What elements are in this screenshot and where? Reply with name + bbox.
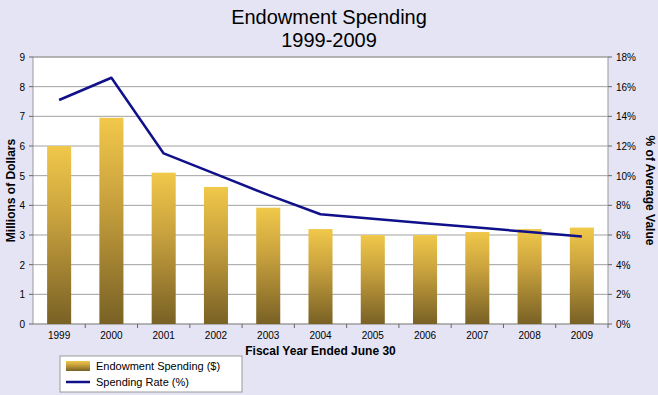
subtitle: 1999-2009 — [281, 29, 377, 51]
bar — [99, 118, 123, 324]
tick — [137, 324, 138, 328]
legend-label: Endowment Spending ($) — [96, 360, 220, 372]
category-label: 1999 — [48, 330, 71, 341]
tick — [29, 324, 33, 325]
plot-area — [33, 57, 608, 324]
bar — [465, 232, 489, 324]
tick — [555, 324, 556, 328]
tick-label: 14% — [616, 111, 636, 122]
tick — [85, 324, 86, 328]
bar — [361, 235, 385, 324]
legend-swatch — [66, 361, 90, 371]
grid-line — [33, 57, 608, 58]
tick — [608, 294, 612, 295]
tick — [608, 57, 612, 58]
grid-line — [33, 116, 608, 117]
category-label: 2005 — [362, 330, 385, 341]
category-label: 2007 — [466, 330, 489, 341]
tick — [608, 205, 612, 206]
tick-label: 8% — [616, 200, 631, 211]
category-label: 2006 — [414, 330, 437, 341]
tick — [608, 324, 609, 328]
legend-box — [60, 356, 242, 392]
bar — [47, 146, 71, 324]
legend-label: Spending Rate (%) — [96, 376, 189, 388]
bar — [570, 228, 594, 324]
category-label: 2003 — [257, 330, 280, 341]
tick-label: 1 — [19, 289, 25, 300]
bar — [518, 229, 542, 324]
category-label: 2009 — [571, 330, 594, 341]
tick-label: 0 — [19, 319, 25, 330]
tick — [294, 324, 295, 328]
tick — [29, 235, 33, 236]
tick-label: 0% — [616, 319, 631, 330]
legend-swatch — [66, 381, 90, 384]
tick — [29, 294, 33, 295]
bar — [256, 208, 280, 324]
tick — [608, 86, 612, 87]
bar — [308, 229, 332, 324]
category-label: 2008 — [518, 330, 541, 341]
tick — [29, 116, 33, 117]
tick — [608, 116, 612, 117]
tick — [608, 264, 612, 265]
tick-label: 3 — [19, 230, 25, 241]
tick — [29, 205, 33, 206]
tick-label: 10% — [616, 171, 636, 182]
tick-label: 4 — [19, 200, 25, 211]
tick — [189, 324, 190, 328]
tick-label: 2% — [616, 289, 631, 300]
tick — [608, 235, 612, 236]
tick-label: 9 — [19, 52, 25, 63]
bar — [152, 173, 176, 324]
tick-label: 8 — [19, 82, 25, 93]
category-label: 2004 — [309, 330, 332, 341]
tick-label: 18% — [616, 52, 636, 63]
tick — [451, 324, 452, 328]
tick — [242, 324, 243, 328]
tick — [608, 146, 612, 147]
title: Endowment Spending — [231, 6, 427, 28]
bar — [204, 187, 228, 324]
tick-label: 6% — [616, 230, 631, 241]
data-group — [47, 78, 594, 324]
y-axis-title: Millions of Dollars — [4, 139, 18, 243]
tick-label: 4% — [616, 260, 631, 271]
background — [0, 0, 658, 395]
tick — [608, 175, 612, 176]
category-label: 2002 — [205, 330, 228, 341]
legend: Endowment Spending ($) Spending Rate (%) — [60, 356, 242, 392]
tick — [503, 324, 504, 328]
line — [59, 78, 582, 237]
tick — [29, 86, 33, 87]
bar — [413, 235, 437, 324]
tick-label: 5 — [19, 171, 25, 182]
chart: Endowment Spending1999-2009 0 1 2 3 4 5 6 7 8 9 0% 2… — [0, 0, 658, 395]
tick-label: 16% — [616, 82, 636, 93]
category-label: 2001 — [153, 330, 176, 341]
tick-label: 2 — [19, 260, 25, 271]
tick — [29, 57, 33, 58]
tick-label: 6 — [19, 141, 25, 152]
tick — [29, 264, 33, 265]
x-axis-title: Fiscal Year Ended June 30 — [245, 344, 396, 358]
tick-label: 7 — [19, 111, 25, 122]
tick — [29, 146, 33, 147]
tick — [398, 324, 399, 328]
tick-label: 12% — [616, 141, 636, 152]
y2-axis-title: % of Average Value — [643, 136, 657, 246]
tick — [29, 175, 33, 176]
tick — [346, 324, 347, 328]
tick — [608, 324, 612, 325]
category-label: 2000 — [100, 330, 123, 341]
